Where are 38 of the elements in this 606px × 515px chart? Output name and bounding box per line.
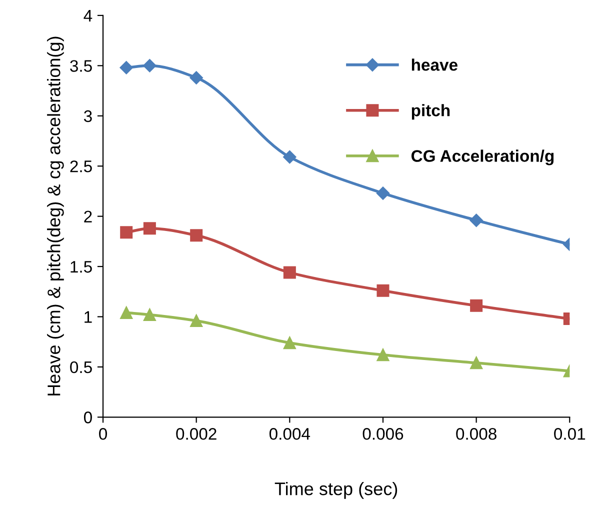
y-tick-label: 1 bbox=[84, 311, 92, 323]
y-tick-label: 0.5 bbox=[70, 361, 92, 374]
point bbox=[283, 150, 296, 164]
x-tick-label: 0.004 bbox=[269, 428, 310, 440]
point bbox=[120, 226, 133, 239]
point bbox=[283, 266, 296, 279]
point bbox=[470, 299, 483, 312]
point bbox=[376, 186, 390, 200]
y-tick-label: 4 bbox=[84, 10, 92, 22]
x-tick-label: 0.006 bbox=[362, 428, 404, 440]
legend-label: CG Acceleration/g bbox=[411, 150, 554, 166]
point bbox=[143, 222, 156, 235]
point bbox=[120, 61, 133, 74]
point bbox=[120, 306, 133, 319]
point bbox=[470, 214, 483, 227]
x-axis-title: Time step (sec) bbox=[274, 482, 398, 499]
y-tick-label: 1.5 bbox=[70, 261, 92, 273]
x-tick-label: 0.01 bbox=[554, 428, 586, 440]
y-tick-label: 3 bbox=[84, 110, 92, 122]
point bbox=[376, 284, 390, 297]
legend-label: pitch bbox=[412, 104, 450, 120]
y-tick-label: 2 bbox=[84, 210, 92, 222]
y-tick-label: 0 bbox=[84, 412, 92, 424]
x-tick-label: 0.002 bbox=[176, 428, 216, 440]
point bbox=[283, 336, 296, 350]
legend-label: heave bbox=[412, 58, 458, 71]
point bbox=[190, 229, 203, 242]
point bbox=[190, 314, 203, 327]
y-tick-label: 2.5 bbox=[70, 160, 92, 172]
point bbox=[190, 71, 203, 84]
y-axis-title: Heave (cm) & pitch(deg) & cg acceleration(g) bbox=[47, 36, 64, 396]
point bbox=[376, 348, 390, 362]
point bbox=[143, 308, 156, 321]
point bbox=[143, 59, 156, 72]
x-tick-label: 0.008 bbox=[456, 428, 496, 440]
x-tick-label: 0 bbox=[99, 428, 108, 440]
point bbox=[470, 356, 483, 370]
y-tick-label: 3.5 bbox=[70, 60, 92, 72]
